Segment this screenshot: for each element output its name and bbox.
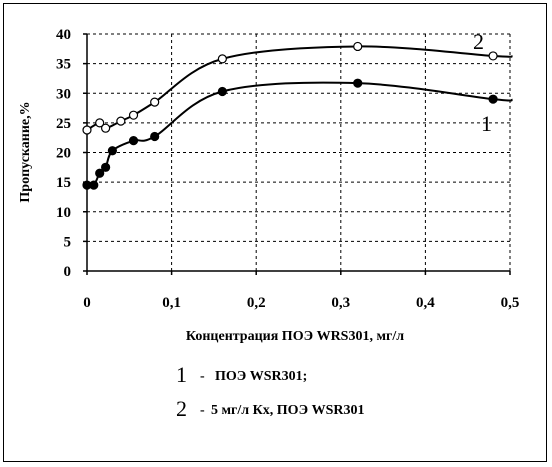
series-2-point — [150, 97, 160, 107]
x-tick-label: 0,5 — [501, 295, 520, 311]
x-tick-label: 0,2 — [247, 295, 266, 311]
series-1-point — [128, 136, 139, 146]
legend-text-2: 5 мг/л Кх, ПОЭ WSR301 — [211, 403, 364, 418]
y-tick-label: 10 — [56, 205, 71, 221]
series-2-point — [116, 116, 126, 126]
series-2 — [82, 41, 513, 135]
series-1-point — [217, 86, 227, 97]
curve-label-2: 2 — [473, 29, 484, 54]
series-1-point — [89, 180, 99, 190]
series-1 — [82, 78, 513, 190]
series-2-point — [128, 110, 139, 120]
series-2-point — [488, 51, 498, 61]
x-tick-label: 0,3 — [331, 295, 350, 311]
series-2-line — [86, 45, 513, 131]
axes — [83, 33, 511, 275]
series-1-point — [95, 168, 105, 178]
series-2-point — [82, 125, 92, 135]
grid — [87, 33, 511, 271]
x-tick-label: 0 — [83, 295, 91, 311]
tick-labels: 0 5 10 15 20 25 30 35 40 0 0,1 0,2 0,3 0,4 0,5 — [56, 27, 519, 311]
legend: 1 - ПОЭ WSR301; 2 - 5 мг/л Кх, ПОЭ WSR30… — [176, 362, 364, 421]
series-1-point — [101, 162, 111, 172]
y-tick-label: 40 — [56, 27, 71, 43]
series-1-point — [107, 146, 117, 156]
y-tick-label: 35 — [56, 57, 71, 73]
series-layer — [82, 41, 513, 190]
series-2-point — [101, 123, 111, 133]
y-tick-label: 30 — [56, 86, 71, 102]
y-tick-label: 0 — [64, 264, 72, 280]
series-1-point — [488, 94, 498, 104]
legend-number-1: 1 — [176, 362, 187, 387]
y-tick-label: 15 — [56, 175, 71, 191]
series-2-point — [217, 54, 227, 64]
series-1-point — [150, 131, 160, 142]
legend-dash-1: - — [200, 369, 205, 384]
y-tick-label: 25 — [56, 116, 71, 132]
y-tick-label: 20 — [56, 146, 71, 162]
y-tick-label: 5 — [64, 234, 72, 250]
curve-label-1: 1 — [481, 111, 492, 136]
legend-dash-2: - — [200, 403, 205, 418]
figure-frame — [3, 3, 547, 462]
series-2-point — [95, 118, 105, 128]
x-axis-label: Концентрация ПОЭ WRS301, мг/л — [186, 329, 404, 344]
x-tick-label: 0,1 — [162, 295, 181, 311]
x-tick-label: 0,4 — [416, 295, 435, 311]
legend-text-1: ПОЭ WSR301; — [215, 369, 307, 384]
y-axis-label: Пропускание,% — [18, 101, 33, 202]
series-1-point — [353, 78, 363, 88]
legend-number-2: 2 — [176, 396, 187, 421]
series-2-point — [353, 41, 363, 52]
